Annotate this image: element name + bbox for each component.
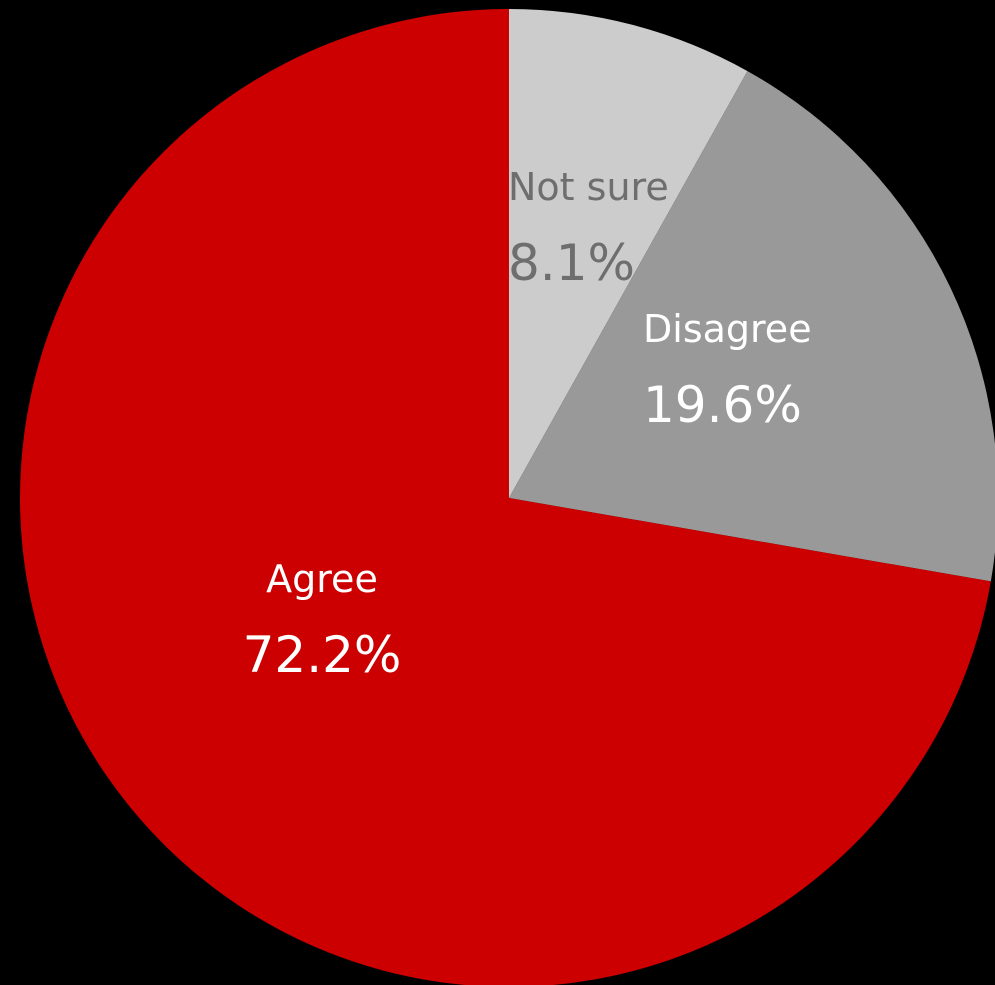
slice-not-sure: [509, 9, 748, 498]
slice-value-not-sure: 8.1%: [508, 234, 635, 292]
slice-value-agree: 72.2%: [243, 626, 402, 684]
slice-disagree: [509, 71, 995, 582]
slice-value-disagree: 19.6%: [643, 376, 802, 434]
pie-slices: [20, 9, 995, 985]
slice-label-agree: Agree: [266, 557, 378, 601]
slice-label-not-sure: Not sure: [508, 165, 669, 209]
pie-labels: Not sure 8.1%Disagree 19.6% Agree 72.2%: [243, 165, 812, 684]
slice-label-disagree: Disagree: [643, 307, 812, 351]
slice-agree: [20, 9, 991, 985]
